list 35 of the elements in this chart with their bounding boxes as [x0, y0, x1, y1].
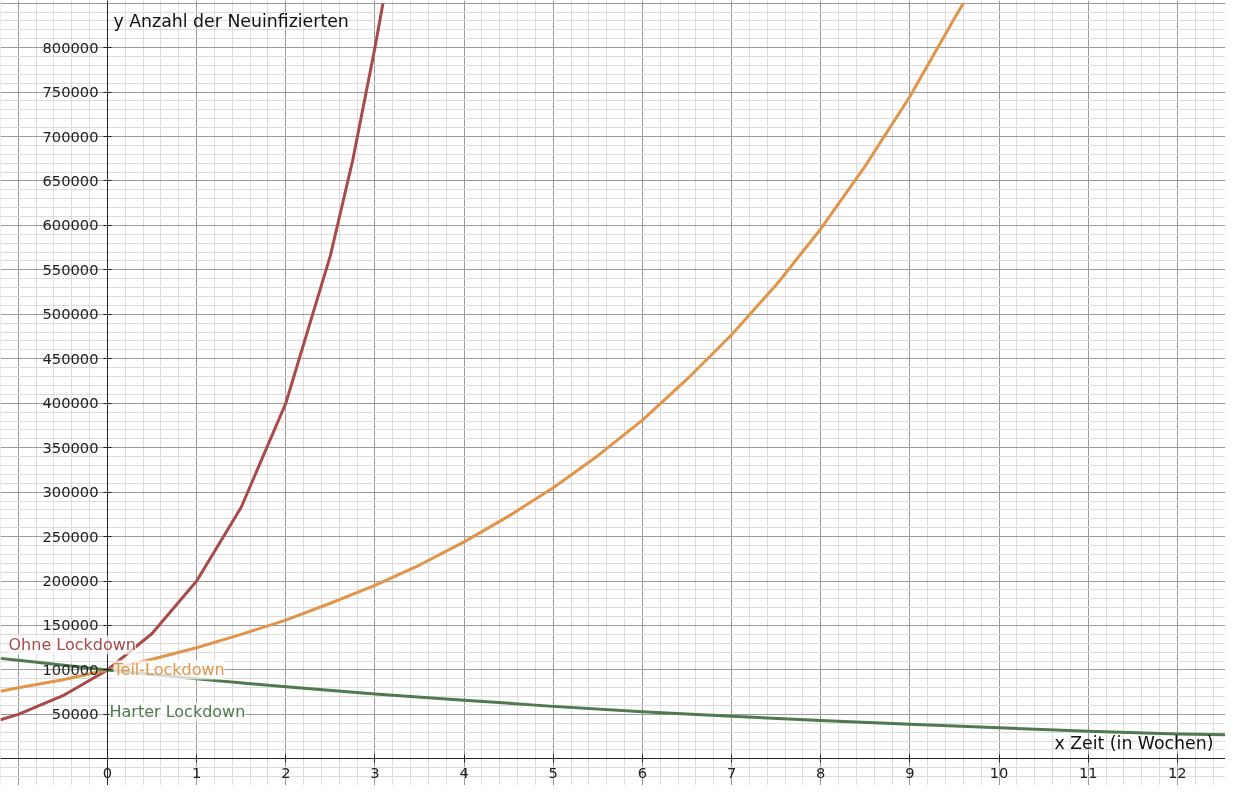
line-series	[0, 1, 965, 693]
y-tick-label: 800000	[42, 38, 99, 56]
y-tick-label: 700000	[42, 127, 99, 145]
x-tick-label: 11	[1078, 763, 1098, 781]
x-tick-label: 10	[989, 763, 1009, 781]
x-tick-label: 7	[726, 763, 737, 781]
y-tick-label: 250000	[42, 527, 99, 545]
x-tick-label: 12	[1168, 763, 1187, 781]
line-series	[0, 656, 1225, 737]
series-label: Teil-Lockdown	[112, 660, 225, 680]
series-label: Harter Lockdown	[109, 702, 246, 722]
x-tick-label: 2	[281, 763, 291, 781]
y-tick-label: 150000	[42, 616, 99, 634]
line-series	[0, 1, 385, 722]
x-tick-label: 5	[548, 763, 558, 781]
y-axis-title: y Anzahl der Neuinfizierten	[113, 10, 349, 31]
x-tick-label: 6	[637, 763, 648, 781]
y-tick-label: 650000	[42, 171, 99, 189]
x-tick-label: 1	[191, 763, 202, 781]
y-tick-label: 550000	[42, 260, 99, 278]
y-tick-label: 750000	[42, 83, 99, 101]
y-tick-label: 600000	[42, 216, 99, 234]
x-tick-label: 8	[816, 763, 826, 781]
x-tick-label: 3	[370, 763, 380, 781]
x-tick-label: 4	[459, 763, 469, 781]
y-tick-label: 350000	[42, 438, 99, 456]
series-label: Ohne Lockdown	[8, 635, 136, 655]
y-tick-label: 300000	[42, 483, 99, 501]
y-tick-label: 400000	[42, 394, 99, 412]
y-tick-label: 500000	[42, 305, 99, 323]
y-tick-label: 200000	[42, 572, 99, 590]
x-axis-title: x Zeit (in Wochen)	[1054, 732, 1214, 753]
x-tick-label: 9	[905, 763, 915, 781]
y-tick-label: 450000	[42, 349, 99, 367]
y-tick-label: 50000	[51, 705, 99, 723]
